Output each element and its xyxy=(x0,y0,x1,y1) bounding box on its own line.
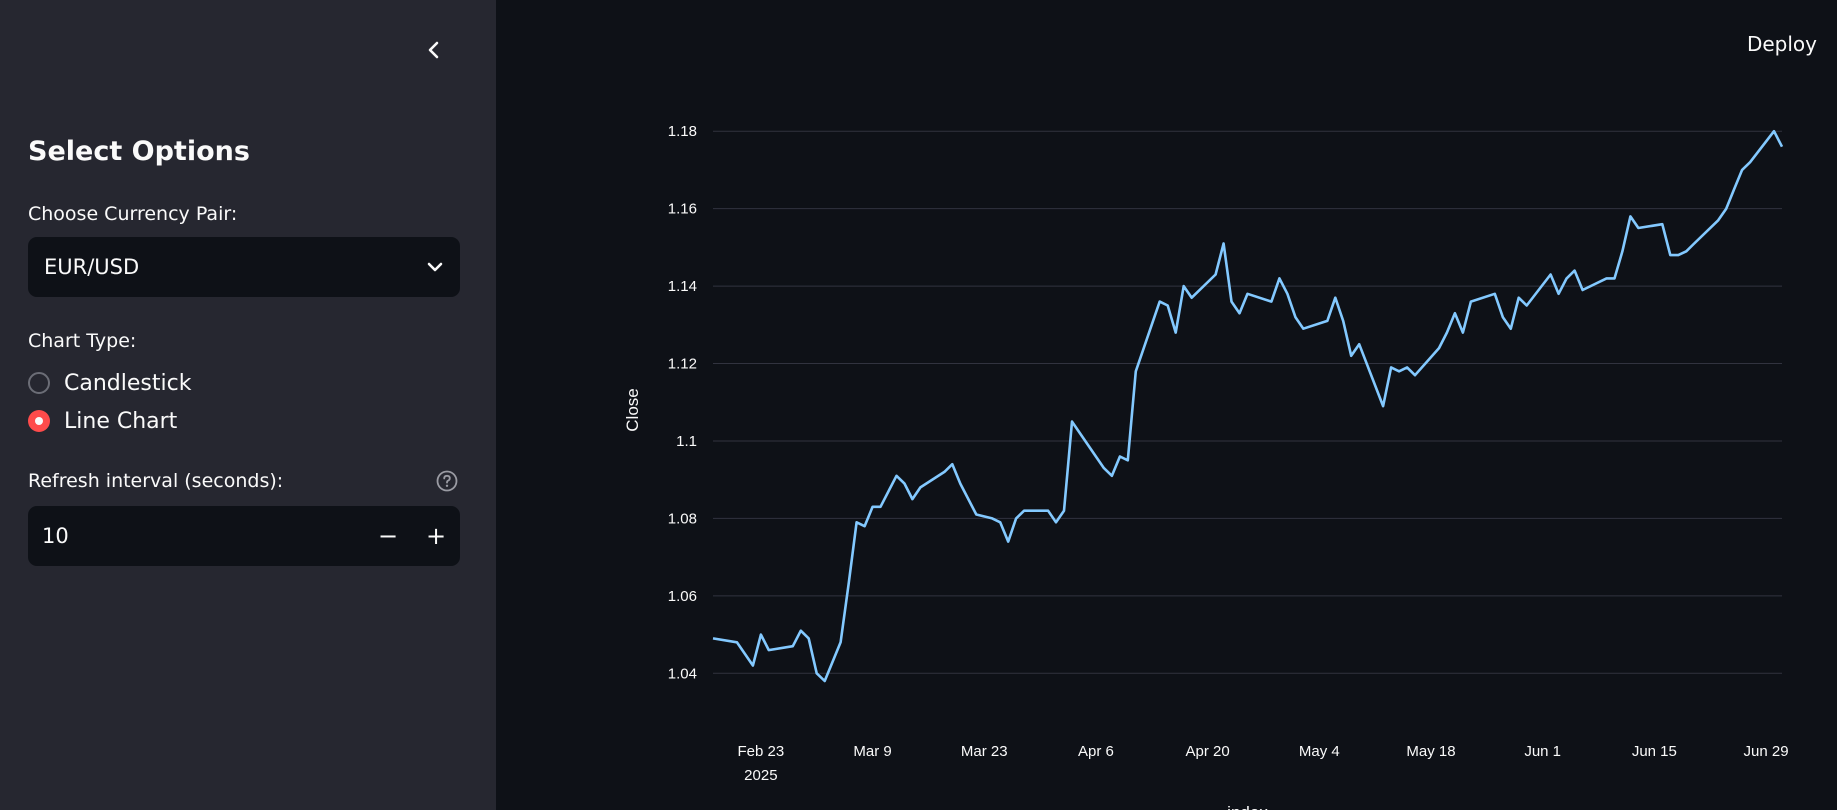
x-tick-label: Apr 20 xyxy=(1186,743,1230,760)
x-tick-label: May 18 xyxy=(1406,743,1455,760)
x-tick-label: Feb 23 xyxy=(738,743,785,760)
y-tick-label: 1.16 xyxy=(668,201,697,218)
decrement-button[interactable]: − xyxy=(377,522,399,550)
y-tick-label: 1.14 xyxy=(668,278,697,295)
y-tick-label: 1.08 xyxy=(668,510,697,527)
y-tick-label: 1.04 xyxy=(668,665,697,682)
radio-unchecked-icon xyxy=(28,372,50,394)
currency-pair-select[interactable]: EUR/USD xyxy=(28,237,460,297)
chevron-left-icon xyxy=(428,41,439,59)
x-tick-sublabel: 2025 xyxy=(744,767,777,784)
sidebar: Select Options Choose Currency Pair: EUR… xyxy=(0,0,496,810)
collapse-sidebar-button[interactable] xyxy=(418,34,450,66)
x-tick-label: Jun 15 xyxy=(1632,743,1677,760)
increment-button[interactable]: + xyxy=(425,522,447,550)
x-tick-label: Jun 29 xyxy=(1744,743,1789,760)
radio-checked-icon xyxy=(28,410,50,432)
radio-candlestick[interactable]: Candlestick xyxy=(28,368,191,398)
currency-pair-label: Choose Currency Pair: xyxy=(28,203,238,225)
y-tick-label: 1.06 xyxy=(668,588,697,605)
chart-type-label: Chart Type: xyxy=(28,330,137,352)
x-tick-label: Apr 6 xyxy=(1078,743,1114,760)
x-axis-label: index xyxy=(1227,803,1268,810)
y-axis-label: Close xyxy=(623,388,642,431)
x-tick-label: Mar 23 xyxy=(961,743,1008,760)
x-tick-label: May 4 xyxy=(1299,743,1340,760)
radio-candlestick-label: Candlestick xyxy=(64,370,192,396)
x-tick-label: Mar 9 xyxy=(853,743,891,760)
refresh-interval-value[interactable]: 10 xyxy=(42,524,69,548)
line-chart: 1.04 1.06 1.08 1.1 1.12 1.14 1.16 1.18 Feb 23 202… xyxy=(623,123,1789,810)
y-tick-label: 1.1 xyxy=(676,433,697,450)
refresh-interval-input[interactable]: 10 − + xyxy=(28,506,460,566)
help-icon[interactable] xyxy=(436,470,458,492)
x-tick-label: Jun 1 xyxy=(1524,743,1561,760)
deploy-button[interactable]: Deploy xyxy=(1746,32,1817,56)
series-line xyxy=(712,129,1784,683)
chevron-down-icon xyxy=(427,262,443,272)
currency-pair-value: EUR/USD xyxy=(44,255,140,279)
radio-line-chart-label: Line Chart xyxy=(64,408,178,434)
refresh-interval-label: Refresh interval (seconds): xyxy=(28,470,284,492)
radio-line-chart[interactable]: Line Chart xyxy=(28,406,177,436)
y-tick-label: 1.18 xyxy=(668,123,697,140)
sidebar-title: Select Options xyxy=(28,136,250,167)
y-tick-label: 1.12 xyxy=(668,356,697,373)
